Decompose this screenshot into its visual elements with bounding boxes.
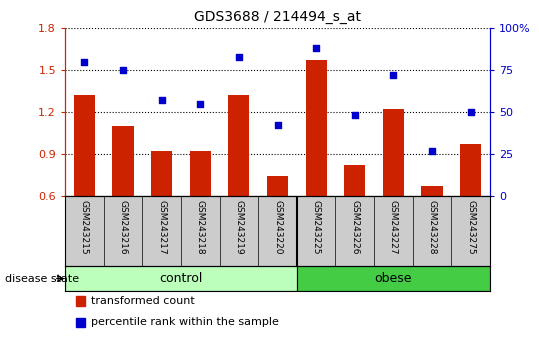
- Text: control: control: [159, 272, 203, 285]
- Text: GSM243217: GSM243217: [157, 200, 166, 254]
- Point: [80, 59, 88, 64]
- Point: [312, 45, 321, 51]
- Bar: [151, 151, 172, 196]
- Text: obese: obese: [375, 272, 412, 285]
- Text: GSM243228: GSM243228: [427, 200, 437, 254]
- Bar: [74, 95, 95, 196]
- Bar: [306, 60, 327, 196]
- Bar: [112, 126, 134, 196]
- Point: [234, 54, 243, 59]
- Text: GSM243275: GSM243275: [466, 200, 475, 254]
- Point: [157, 97, 166, 103]
- Point: [466, 109, 475, 115]
- Bar: [383, 109, 404, 196]
- Bar: [190, 151, 211, 196]
- Point: [273, 122, 282, 128]
- Bar: [267, 176, 288, 196]
- Text: GSM243220: GSM243220: [273, 200, 282, 254]
- Text: transformed count: transformed count: [91, 296, 195, 306]
- Text: GSM243216: GSM243216: [119, 200, 127, 254]
- Text: GSM243219: GSM243219: [234, 200, 244, 254]
- Bar: [421, 186, 443, 196]
- Text: GSM243225: GSM243225: [312, 200, 321, 254]
- Bar: [228, 95, 250, 196]
- Point: [196, 101, 204, 107]
- Point: [350, 113, 359, 118]
- Text: GSM243218: GSM243218: [196, 200, 205, 254]
- Text: percentile rank within the sample: percentile rank within the sample: [91, 318, 279, 327]
- Text: GSM243226: GSM243226: [350, 200, 360, 254]
- Point: [428, 148, 437, 154]
- Text: GSM243227: GSM243227: [389, 200, 398, 254]
- Point: [389, 72, 398, 78]
- Bar: [460, 144, 481, 196]
- Bar: [297, 266, 490, 291]
- Bar: [65, 266, 297, 291]
- Title: GDS3688 / 214494_s_at: GDS3688 / 214494_s_at: [194, 10, 361, 24]
- Text: disease state: disease state: [5, 274, 80, 284]
- Point: [119, 67, 127, 73]
- Bar: [344, 165, 365, 196]
- Text: GSM243215: GSM243215: [80, 200, 89, 254]
